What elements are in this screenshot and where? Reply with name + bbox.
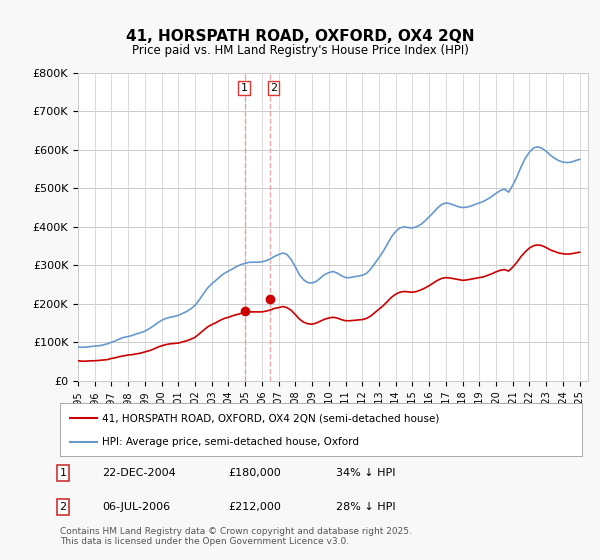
Text: 28% ↓ HPI: 28% ↓ HPI [336,502,395,512]
Text: Contains HM Land Registry data © Crown copyright and database right 2025.
This d: Contains HM Land Registry data © Crown c… [60,526,412,546]
Text: 2: 2 [59,502,67,512]
Text: Price paid vs. HM Land Registry's House Price Index (HPI): Price paid vs. HM Land Registry's House … [131,44,469,57]
Text: 22-DEC-2004: 22-DEC-2004 [102,468,176,478]
Text: 41, HORSPATH ROAD, OXFORD, OX4 2QN: 41, HORSPATH ROAD, OXFORD, OX4 2QN [126,29,474,44]
Text: 34% ↓ HPI: 34% ↓ HPI [336,468,395,478]
Text: 41, HORSPATH ROAD, OXFORD, OX4 2QN (semi-detached house): 41, HORSPATH ROAD, OXFORD, OX4 2QN (semi… [102,413,439,423]
Text: HPI: Average price, semi-detached house, Oxford: HPI: Average price, semi-detached house,… [102,436,359,446]
Text: 06-JUL-2006: 06-JUL-2006 [102,502,170,512]
Text: 2: 2 [270,83,277,93]
Text: 1: 1 [241,83,247,93]
Text: £180,000: £180,000 [228,468,281,478]
Text: £212,000: £212,000 [228,502,281,512]
Text: 1: 1 [59,468,67,478]
